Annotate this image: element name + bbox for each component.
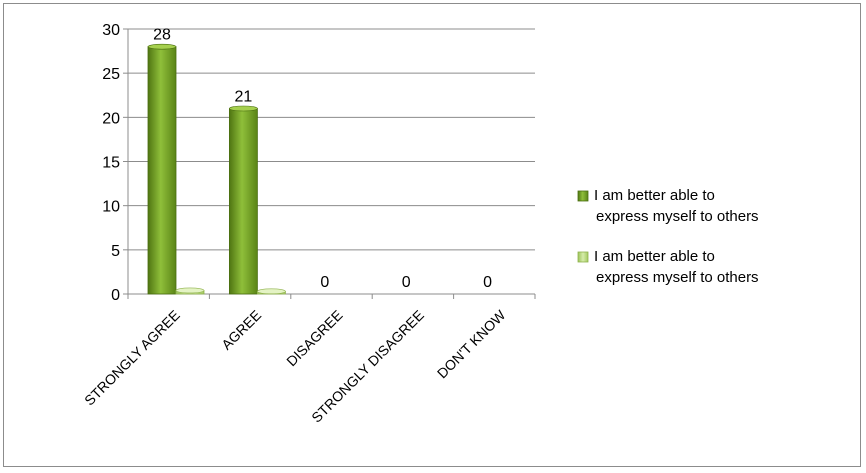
legend: I am better able to express myself to oth… [577,187,759,286]
category-label-2: DISAGREE [283,307,345,369]
y-tick-label-25: 25 [102,66,120,83]
legend-swatch-1 [577,251,589,263]
data-label-1: 21 [235,89,253,106]
legend-label-1-line2: express myself to others [596,269,759,286]
y-tick-label-20: 20 [102,110,120,127]
y-tick-label-30: 30 [102,22,120,39]
axes [123,28,536,299]
legend-label-1-line1: I am better able to [594,248,715,265]
labels: 0 5 10 15 20 25 30 28 STRONGLY AGREE 21 AGREE 0 DISA… [81,22,509,426]
data-label-3: 0 [402,274,411,291]
category-label-4: DON'T KNOW [434,306,509,381]
bar-cap-s0-1 [229,105,258,112]
legend-swatch-0 [577,190,589,202]
data-label-0: 28 [153,27,171,44]
y-tick-label-15: 15 [102,155,120,172]
y-tick-label-5: 5 [111,243,120,260]
category-label-0: STRONGLY AGREE [81,307,183,409]
gridlines [128,28,535,251]
bar-s0-1 [228,108,258,295]
legend-label-0-line2: express myself to others [596,208,759,225]
data-label-2: 0 [320,274,329,291]
bar-s0-0 [147,46,177,295]
bar-cap-s1-0 [175,287,205,294]
y-tick-label-0: 0 [111,287,120,304]
bar-cap-s1-1 [257,288,286,295]
legend-label-0-line1: I am better able to [594,187,715,204]
bar-cap-s0-0 [147,43,177,50]
data-label-4: 0 [483,274,492,291]
category-label-1: AGREE [218,307,264,353]
chart-frame [3,3,861,467]
bars [147,43,286,295]
y-tick-label-10: 10 [102,199,120,216]
